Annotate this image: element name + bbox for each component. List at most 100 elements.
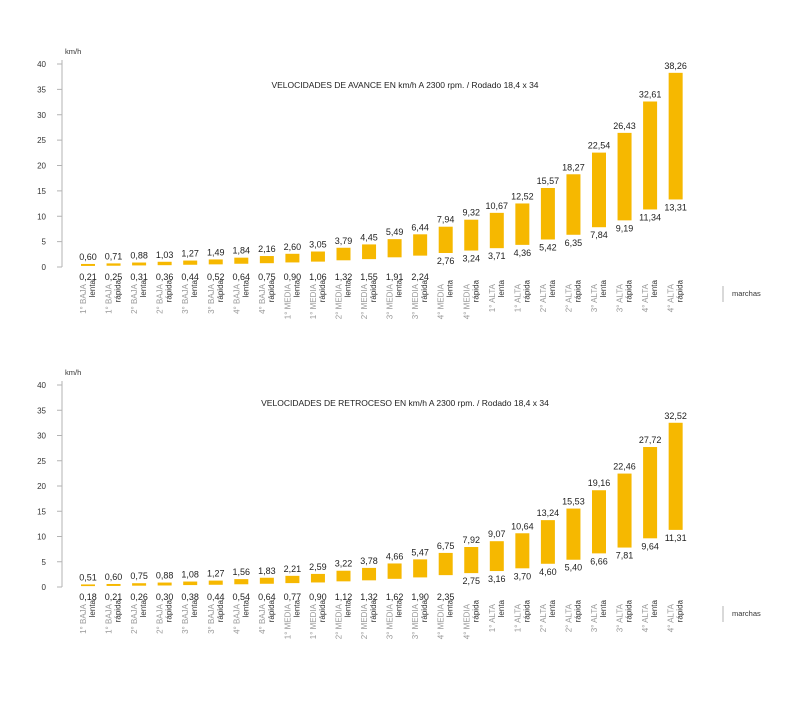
bar-low-label: 0,90 bbox=[309, 592, 327, 602]
x-axis-label: marchas bbox=[732, 289, 761, 298]
bar-low-label: 3,71 bbox=[488, 251, 506, 261]
bar-low-label: 1,32 bbox=[360, 592, 378, 602]
category-mode-label: rápida bbox=[471, 599, 480, 622]
bar-high-label: 3,79 bbox=[335, 236, 353, 246]
category-mode-label: lenta bbox=[497, 279, 506, 297]
category-mode-label: rápida bbox=[369, 599, 378, 622]
range-bar bbox=[489, 212, 504, 249]
bar-low-label: 0,64 bbox=[233, 272, 251, 282]
y-tick-label: 0 bbox=[42, 263, 47, 272]
category-gear-label: 1° BAJA bbox=[105, 603, 114, 634]
range-bar bbox=[668, 422, 683, 530]
category-gear-label: 1° BAJA bbox=[79, 603, 88, 634]
category-mode-label: rápida bbox=[318, 279, 327, 302]
range-bar bbox=[132, 583, 147, 586]
bar-high-label: 22,46 bbox=[613, 462, 636, 472]
bar-low-label: 0,90 bbox=[284, 272, 302, 282]
category-mode-label: rápida bbox=[625, 599, 634, 622]
range-bar bbox=[489, 541, 504, 572]
chart-title: VELOCIDADES DE RETROCESO EN km/h A 2300 … bbox=[261, 398, 549, 408]
bar-low-label: 1,06 bbox=[309, 272, 327, 282]
range-bar bbox=[464, 219, 479, 251]
bar-high-label: 0,88 bbox=[130, 251, 148, 261]
bar-high-label: 3,05 bbox=[309, 240, 327, 250]
y-tick-label: 15 bbox=[37, 507, 46, 516]
category-mode-label: rápida bbox=[676, 279, 685, 302]
category-mode-label: lenta bbox=[139, 279, 148, 297]
bar-low-label: 7,81 bbox=[616, 551, 634, 561]
y-tick-label: 5 bbox=[42, 238, 47, 247]
bar-low-label: 3,24 bbox=[462, 254, 480, 264]
range-bar bbox=[643, 447, 658, 539]
category-mode-label: lenta bbox=[395, 279, 404, 297]
y-tick-label: 5 bbox=[42, 558, 47, 567]
bar-low-label: 0,75 bbox=[258, 272, 276, 282]
category-gear-label: 3° BAJA bbox=[207, 283, 216, 314]
range-bar bbox=[259, 577, 274, 584]
category-mode-label: rápida bbox=[625, 279, 634, 302]
category-mode-label: lenta bbox=[395, 599, 404, 617]
range-bar bbox=[413, 559, 428, 578]
bar-low-label: 1,90 bbox=[411, 592, 429, 602]
range-bar bbox=[310, 573, 325, 583]
category-gear-label: 4° ALTA bbox=[641, 283, 650, 312]
category-mode-label: lenta bbox=[88, 279, 97, 297]
category-gear-label: 1° ALTA bbox=[488, 283, 497, 312]
bar-high-label: 32,61 bbox=[639, 90, 662, 100]
category-gear-label: 3° ALTA bbox=[590, 283, 599, 312]
bar-low-label: 5,42 bbox=[539, 242, 557, 252]
range-bar bbox=[157, 261, 172, 266]
bar-high-label: 7,92 bbox=[462, 535, 480, 545]
range-bar bbox=[515, 203, 530, 245]
category-gear-label: 4° BAJA bbox=[232, 283, 241, 314]
range-bar bbox=[617, 473, 632, 548]
range-bar bbox=[157, 582, 172, 586]
y-axis-unit-label: km/h bbox=[65, 47, 81, 56]
bar-low-label: 0,36 bbox=[156, 272, 174, 282]
category-gear-label: 2° MEDIA bbox=[360, 603, 369, 639]
bar-low-label: 2,35 bbox=[437, 592, 455, 602]
bar-high-label: 38,26 bbox=[664, 61, 687, 71]
range-bar bbox=[310, 251, 325, 262]
category-mode-label: rápida bbox=[216, 279, 225, 302]
category-gear-label: 1° MEDIA bbox=[283, 603, 292, 639]
bar-low-label: 0,21 bbox=[79, 272, 97, 282]
bar-low-label: 5,40 bbox=[565, 563, 583, 573]
bar-high-label: 1,49 bbox=[207, 247, 225, 257]
category-gear-label: 2° MEDIA bbox=[335, 603, 344, 639]
range-bar bbox=[362, 567, 377, 581]
bar-high-label: 26,43 bbox=[613, 121, 636, 131]
range-bar bbox=[387, 239, 402, 258]
category-mode-label: lenta bbox=[241, 599, 250, 617]
bar-high-label: 2,59 bbox=[309, 562, 327, 572]
y-tick-label: 15 bbox=[37, 187, 46, 196]
bar-low-label: 0,38 bbox=[181, 592, 199, 602]
bar-low-label: 3,70 bbox=[514, 571, 532, 581]
range-bar bbox=[540, 187, 555, 240]
bar-high-label: 7,94 bbox=[437, 215, 455, 225]
category-mode-label: lenta bbox=[88, 599, 97, 617]
category-mode-label: rápida bbox=[522, 599, 531, 622]
bar-high-label: 1,03 bbox=[156, 250, 174, 260]
bar-low-label: 0,52 bbox=[207, 272, 225, 282]
bar-low-label: 3,16 bbox=[488, 574, 506, 584]
range-bar bbox=[208, 580, 223, 585]
bar-low-label: 0,77 bbox=[284, 592, 302, 602]
category-mode-label: rápida bbox=[267, 279, 276, 302]
category-gear-label: 2° ALTA bbox=[539, 603, 548, 632]
category-gear-label: 2° BAJA bbox=[156, 283, 165, 314]
bar-low-label: 1,55 bbox=[360, 272, 378, 282]
bar-high-label: 13,24 bbox=[537, 508, 560, 518]
bar-high-label: 1,27 bbox=[181, 249, 199, 259]
category-mode-label: lenta bbox=[497, 599, 506, 617]
bar-high-label: 5,49 bbox=[386, 227, 404, 237]
category-gear-label: 3° ALTA bbox=[616, 283, 625, 312]
range-bar bbox=[285, 253, 300, 263]
bar-low-label: 0,30 bbox=[156, 592, 174, 602]
bar-high-label: 1,84 bbox=[233, 246, 251, 256]
range-bar bbox=[183, 581, 198, 586]
category-gear-label: 4° ALTA bbox=[641, 603, 650, 632]
bar-low-label: 11,31 bbox=[665, 533, 687, 543]
bar-low-label: 6,66 bbox=[590, 556, 608, 566]
